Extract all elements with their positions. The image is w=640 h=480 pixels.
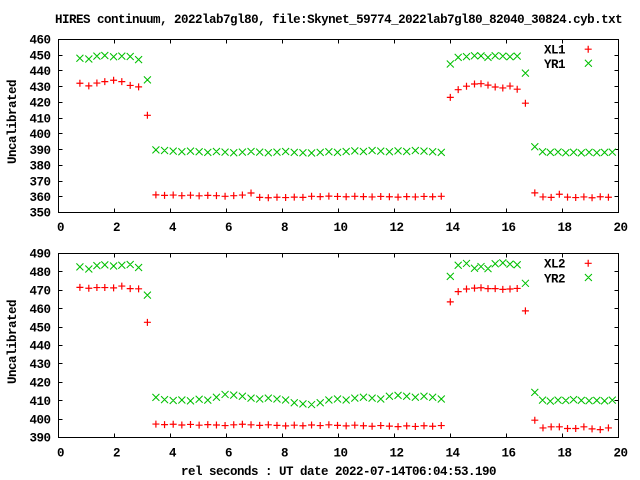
svg-text:14: 14 xyxy=(445,221,460,235)
svg-text:380: 380 xyxy=(29,160,50,174)
svg-text:20: 20 xyxy=(613,446,627,460)
svg-text:470: 470 xyxy=(29,285,50,299)
svg-text:0: 0 xyxy=(57,221,64,235)
svg-text:440: 440 xyxy=(29,340,50,354)
svg-text:400: 400 xyxy=(29,413,50,427)
svg-text:18: 18 xyxy=(557,446,571,460)
svg-text:0: 0 xyxy=(57,446,64,460)
svg-text:370: 370 xyxy=(29,175,50,189)
svg-text:rel seconds : UT date 2022-07-: rel seconds : UT date 2022-07-14T06:04:5… xyxy=(181,465,496,479)
svg-text:430: 430 xyxy=(29,81,50,95)
svg-text:4: 4 xyxy=(169,221,177,235)
svg-text:480: 480 xyxy=(29,266,50,280)
svg-text:360: 360 xyxy=(29,191,50,205)
svg-text:430: 430 xyxy=(29,358,50,372)
svg-text:2: 2 xyxy=(113,221,120,235)
svg-text:HIRES continuum, 2022lab7gl80,: HIRES continuum, 2022lab7gl80, file:Skyn… xyxy=(55,13,622,27)
svg-text:390: 390 xyxy=(29,144,50,158)
svg-text:10: 10 xyxy=(333,446,347,460)
svg-text:410: 410 xyxy=(29,112,50,126)
svg-text:8: 8 xyxy=(281,446,288,460)
svg-text:420: 420 xyxy=(29,97,50,111)
svg-text:2: 2 xyxy=(113,446,120,460)
svg-text:490: 490 xyxy=(29,248,50,262)
svg-text:XL1: XL1 xyxy=(544,44,565,58)
svg-text:16: 16 xyxy=(501,446,515,460)
svg-text:20: 20 xyxy=(613,221,627,235)
svg-text:390: 390 xyxy=(29,432,50,446)
svg-text:8: 8 xyxy=(281,221,288,235)
svg-text:400: 400 xyxy=(29,128,50,142)
svg-text:Uncalibrated: Uncalibrated xyxy=(6,80,20,164)
svg-text:YR1: YR1 xyxy=(544,58,565,72)
svg-text:4: 4 xyxy=(169,446,177,460)
svg-text:16: 16 xyxy=(501,221,515,235)
svg-text:450: 450 xyxy=(29,321,50,335)
svg-text:14: 14 xyxy=(445,446,460,460)
svg-text:6: 6 xyxy=(225,446,232,460)
svg-text:10: 10 xyxy=(333,221,347,235)
svg-text:XL2: XL2 xyxy=(544,258,565,272)
svg-text:440: 440 xyxy=(29,65,50,79)
svg-text:Uncalibrated: Uncalibrated xyxy=(6,300,20,384)
svg-text:460: 460 xyxy=(29,303,50,317)
svg-text:18: 18 xyxy=(557,221,571,235)
svg-text:460: 460 xyxy=(29,34,50,48)
svg-text:12: 12 xyxy=(389,446,403,460)
svg-text:YR2: YR2 xyxy=(544,272,565,286)
svg-text:6: 6 xyxy=(225,221,232,235)
svg-text:410: 410 xyxy=(29,395,50,409)
svg-text:420: 420 xyxy=(29,377,50,391)
svg-text:450: 450 xyxy=(29,49,50,63)
svg-text:12: 12 xyxy=(389,221,403,235)
svg-text:350: 350 xyxy=(29,207,50,221)
